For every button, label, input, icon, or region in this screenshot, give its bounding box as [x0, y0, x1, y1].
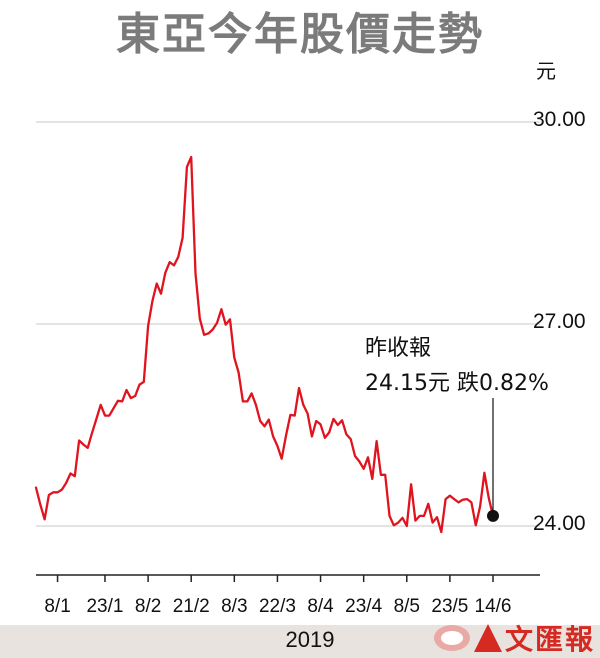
y-unit-label: 元: [536, 59, 556, 83]
x-tick-label: 14/6: [475, 596, 512, 617]
x-tick-label: 22/3: [259, 596, 296, 617]
x-tick-label: 8/2: [135, 596, 161, 617]
logo-text: 文匯報: [505, 623, 596, 656]
annotation-line1: 昨收報: [365, 336, 431, 361]
y-tick-label: 30.00: [533, 108, 586, 131]
chart-title: 東亞今年股價走勢: [116, 9, 484, 60]
y-tick-label: 27.00: [533, 310, 586, 333]
last-price-marker: [487, 509, 499, 522]
year-label: 2019: [285, 627, 335, 652]
x-tick-label: 8/1: [44, 596, 70, 617]
x-tick-label: 23/5: [431, 596, 468, 617]
annotation-line2: 24.15元 跌0.82%: [365, 371, 549, 396]
x-tick-label: 23/4: [345, 596, 382, 617]
x-tick-label: 8/3: [221, 596, 247, 617]
y-tick-label: 24.00: [533, 512, 586, 535]
x-tick-label: 21/2: [173, 596, 210, 617]
footer-bar: [0, 625, 600, 658]
x-tick-label: 23/1: [86, 596, 123, 617]
price-line: [34, 155, 495, 534]
x-tick-label: 8/5: [394, 596, 420, 617]
wenweipo-logo: [434, 624, 502, 652]
x-tick-label: 8/4: [307, 596, 334, 617]
